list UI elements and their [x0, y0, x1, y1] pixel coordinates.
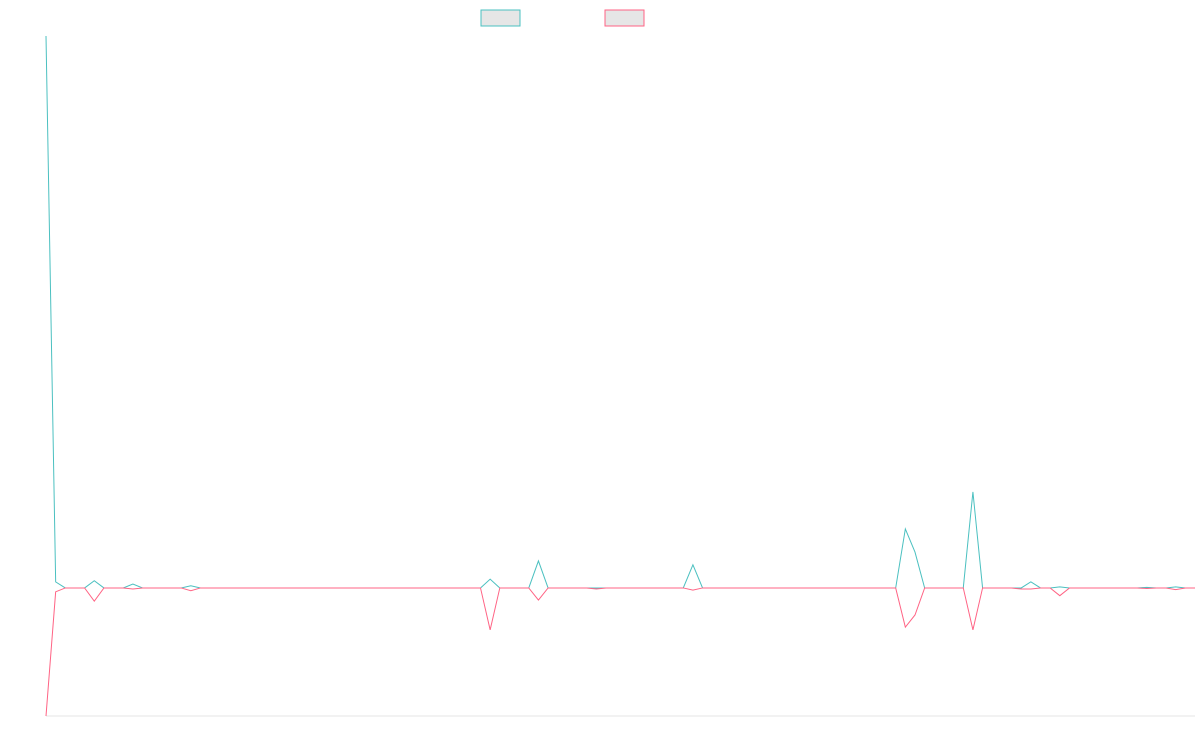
series-line [45, 35, 1195, 589]
legend-swatch[interactable] [604, 9, 645, 27]
series-line [45, 587, 1195, 717]
legend-swatch[interactable] [480, 9, 521, 27]
